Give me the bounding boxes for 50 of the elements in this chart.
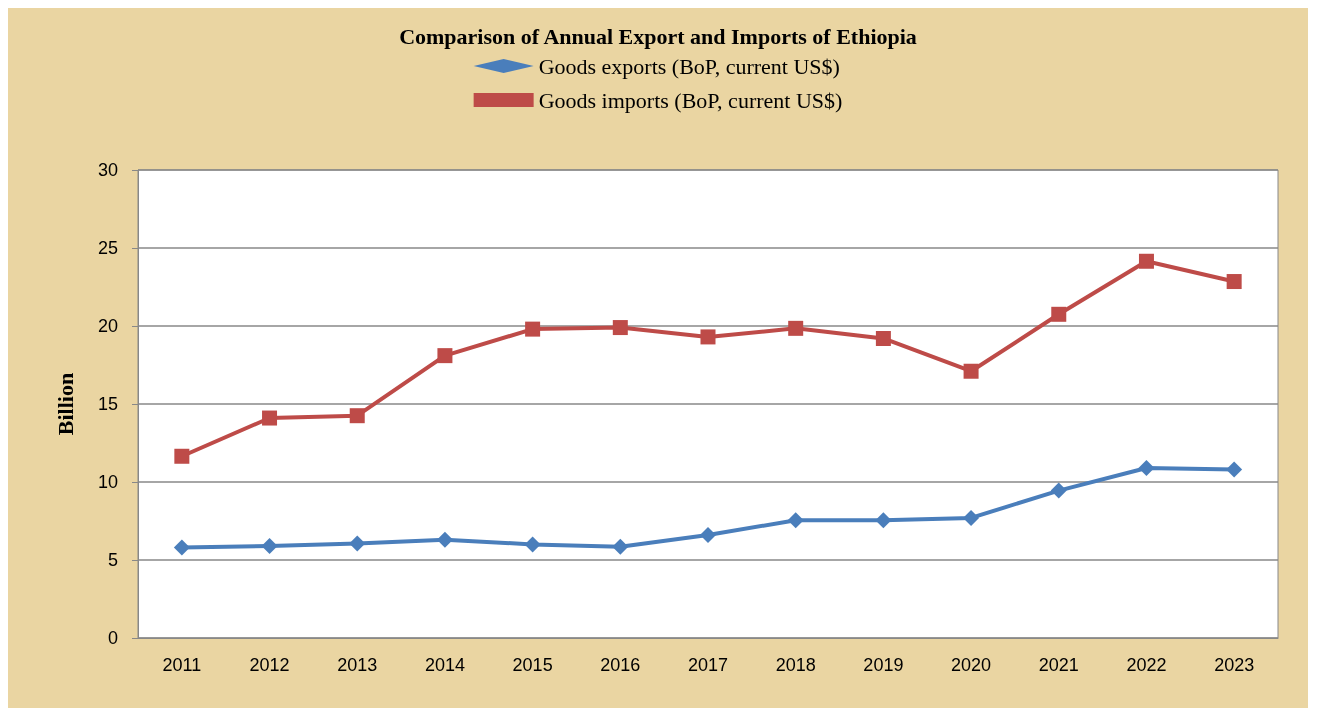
- point: [1050, 482, 1067, 499]
- x-tick-label: 2020: [951, 655, 992, 675]
- x-tick-label: 2019: [863, 655, 904, 675]
- x-tick-label: 2016: [600, 655, 641, 675]
- x-tick-label: 2015: [512, 655, 553, 675]
- point: [612, 538, 629, 555]
- y-tick-label: 30: [97, 160, 118, 180]
- point: [612, 320, 628, 336]
- point: [788, 320, 804, 336]
- y-tick-label: 25: [97, 238, 118, 258]
- point: [349, 535, 366, 552]
- point: [1226, 461, 1243, 478]
- x-tick-label: 2021: [1038, 655, 1079, 675]
- x-tick-label: 2017: [687, 655, 729, 675]
- point: [349, 408, 365, 424]
- x-tick-label: 2011: [162, 655, 202, 675]
- y-tick-label: 5: [107, 550, 118, 570]
- x-tick-label: 2022: [1126, 655, 1167, 675]
- point: [262, 410, 278, 426]
- y-tick-label: 20: [97, 316, 118, 336]
- y-tick-label: 0: [107, 628, 118, 648]
- point: [787, 512, 804, 529]
- x-tick-label: 2012: [249, 655, 290, 675]
- point: [963, 509, 980, 526]
- point: [875, 512, 892, 529]
- point: [875, 330, 891, 346]
- x-tick-label: 2018: [775, 655, 816, 675]
- y-tick-label: 10: [97, 472, 118, 492]
- point: [700, 527, 716, 544]
- point: [1226, 274, 1242, 290]
- y-tick-label: 15: [97, 394, 118, 414]
- point: [1138, 253, 1154, 269]
- point: [1051, 306, 1067, 322]
- point: [174, 448, 190, 464]
- point: [173, 539, 190, 556]
- point: [261, 537, 278, 554]
- point: [524, 536, 541, 553]
- point: [963, 363, 979, 379]
- x-tick-label: 2023: [1214, 655, 1255, 675]
- point: [437, 348, 453, 364]
- y-axis-title: Billion: [52, 372, 78, 436]
- legend-label: Goods exports (BoP, current US$): [538, 53, 840, 79]
- x-tick-label: 2014: [424, 655, 465, 675]
- point: [1138, 459, 1155, 476]
- x-tick-label: 2013: [337, 655, 378, 675]
- point: [436, 531, 453, 548]
- legend-label: Goods imports (BoP, current US$): [538, 87, 843, 113]
- chart-title: Comparison of Annual Export and Imports of Ethiopia: [399, 23, 917, 49]
- point: [525, 321, 541, 337]
- point: [700, 329, 716, 345]
